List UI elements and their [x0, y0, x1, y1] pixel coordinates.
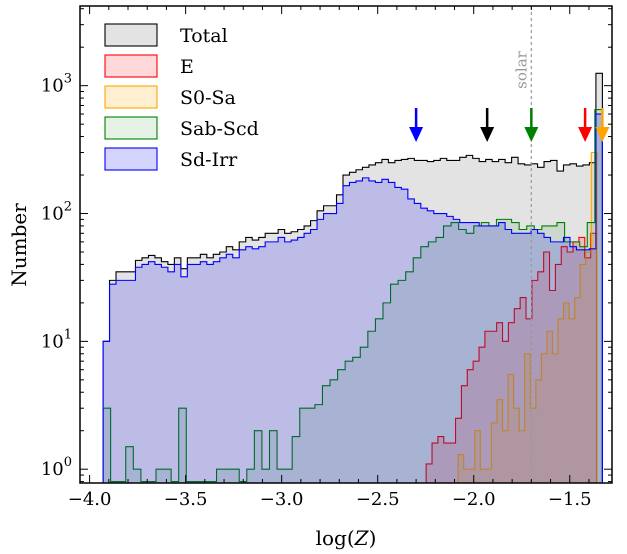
arrow-marker-1 [480, 108, 495, 142]
legend-label: Total [180, 25, 228, 47]
arrow-marker-2 [524, 108, 539, 142]
x-tick-label: −3.0 [260, 489, 304, 510]
histogram-series-layer [102, 72, 603, 483]
legend-swatch [104, 116, 158, 140]
plot-frame [79, 5, 613, 484]
legend-label: S0-Sa [180, 87, 236, 109]
x-tick-label: −1.5 [548, 489, 592, 510]
series-outline [102, 109, 603, 483]
series-fill [103, 109, 603, 483]
x-tick-label: −4.0 [68, 489, 112, 510]
legend-label: E [180, 56, 194, 78]
arrow-marker-0 [409, 108, 424, 142]
legend-entry-sab-scd: Sab-Scd [104, 116, 259, 140]
series-fill [103, 114, 603, 483]
x-tick-label: −2.0 [452, 489, 496, 510]
y-tick-label: 103 [41, 72, 72, 97]
series-outline [457, 151, 598, 483]
series-fill [103, 73, 603, 483]
solar-label: solar [512, 50, 530, 88]
y-tick-label: 100 [41, 455, 72, 480]
series-e [425, 232, 598, 483]
legend-swatch [104, 85, 158, 109]
legend-label: Sd-Irr [180, 149, 238, 171]
y-axis-label: Number [7, 203, 31, 287]
series-outline [425, 232, 598, 483]
series-fill [458, 152, 597, 483]
legend-swatch [104, 23, 158, 47]
series-fill [426, 233, 597, 483]
x-axis-label: log(Z) [316, 526, 377, 550]
legend-label: Sab-Scd [180, 118, 259, 140]
series-sd-irr [102, 113, 603, 483]
series-outline [102, 72, 603, 483]
legend-swatch [104, 54, 158, 78]
arrow-marker-3 [578, 108, 593, 142]
legend: Total E S0-Sa Sab-Scd Sd-Irr [104, 23, 259, 171]
series-total [102, 72, 603, 483]
annotations-layer: solar [409, 6, 610, 483]
series-s0-sa [457, 151, 598, 483]
legend-swatch [104, 147, 158, 171]
arrow-marker-4 [595, 108, 610, 142]
series-outline [102, 113, 603, 483]
legend-entry-e: E [104, 54, 194, 78]
legend-entry-sd-irr: Sd-Irr [104, 147, 238, 171]
series-sab-scd [102, 109, 603, 483]
y-tick-label: 102 [41, 200, 72, 225]
y-tick-label: 101 [41, 327, 72, 352]
x-tick-label: −3.5 [164, 489, 208, 510]
legend-entry-s0-sa: S0-Sa [104, 85, 236, 109]
x-tick-label: −2.5 [356, 489, 400, 510]
legend-entry-total: Total [104, 23, 228, 47]
